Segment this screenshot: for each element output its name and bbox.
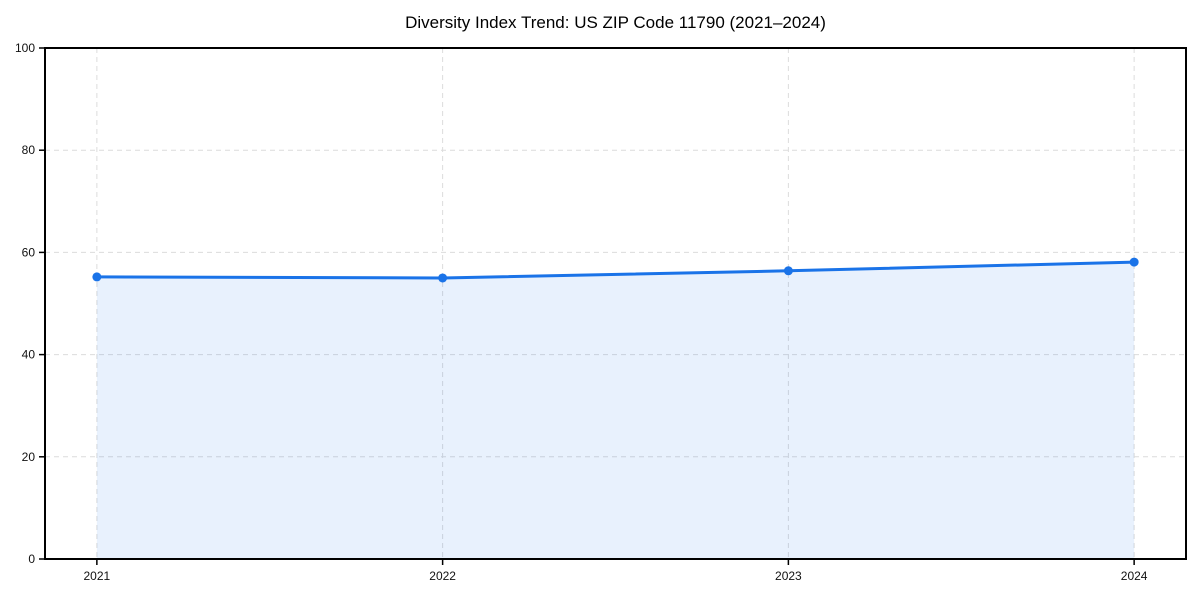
- data-point-marker: [783, 266, 793, 276]
- x-tick-label: 2022: [429, 569, 456, 583]
- y-tick-label: 100: [15, 41, 35, 55]
- data-point-marker: [1129, 257, 1139, 267]
- x-tick-label: 2024: [1121, 569, 1148, 583]
- area-fill: [96, 262, 1135, 559]
- y-tick-label: 40: [22, 348, 36, 362]
- data-point-marker: [92, 272, 102, 282]
- chart-title: Diversity Index Trend: US ZIP Code 11790…: [405, 13, 826, 32]
- plot-border: [44, 47, 1187, 560]
- y-tick-label: 60: [22, 245, 36, 259]
- trend-line: [95, 260, 1136, 280]
- x-tick-label: 2021: [84, 569, 111, 583]
- data-point-marker: [438, 273, 448, 283]
- y-tick-label: 20: [22, 450, 36, 464]
- x-tick-label: 2023: [775, 569, 802, 583]
- y-tick-label: 80: [22, 143, 36, 157]
- y-tick-label: 0: [28, 552, 35, 566]
